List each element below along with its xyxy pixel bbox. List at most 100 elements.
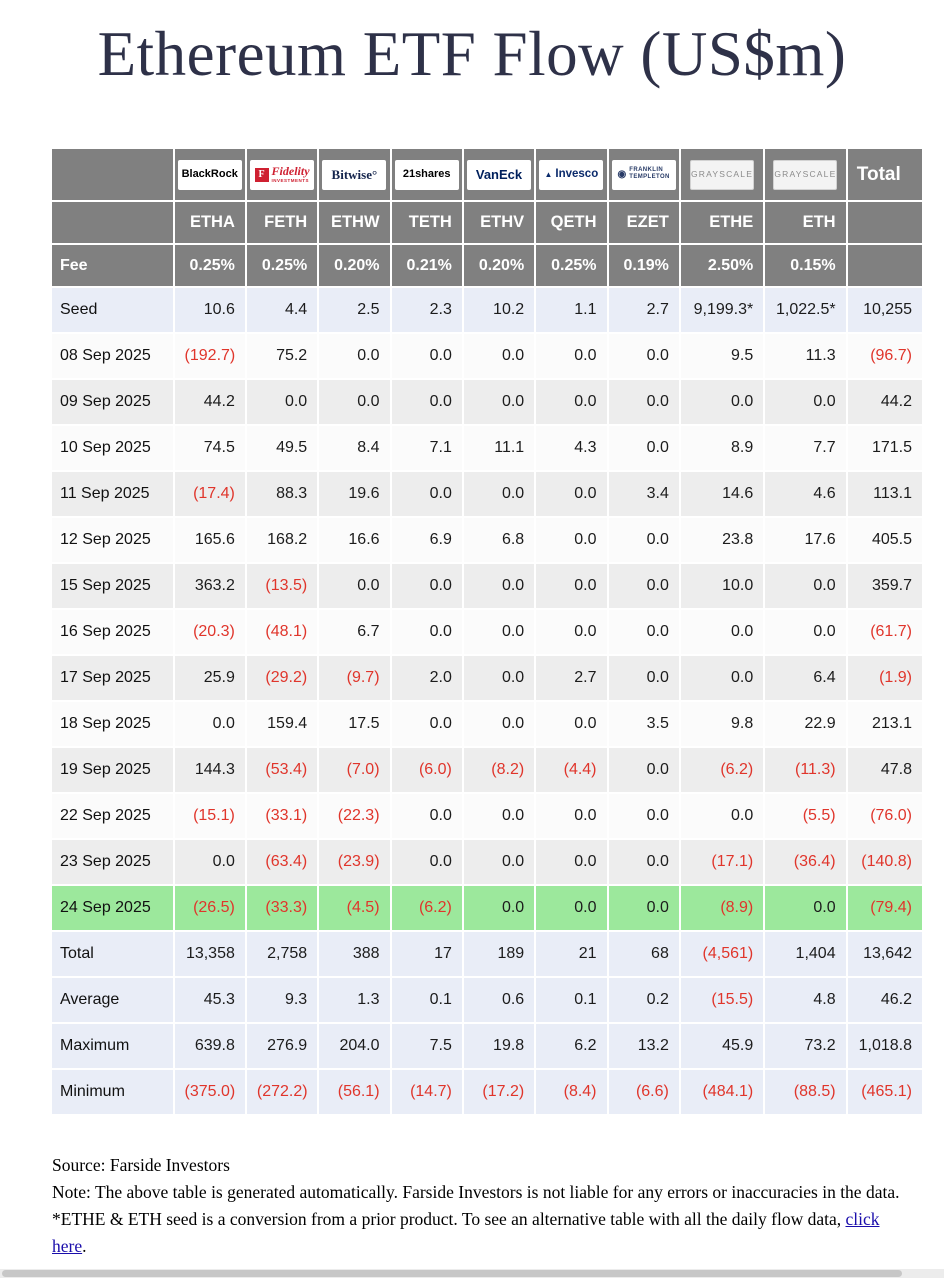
note-line: Note: The above table is generated autom… bbox=[52, 1179, 912, 1260]
table-row-total: Total 13,358 2,758 388 17 189 21 68 (4,561) 1,404… bbox=[52, 932, 924, 978]
note-period: . bbox=[82, 1236, 87, 1257]
issuer-logo-cell: ▲ Invesco bbox=[536, 149, 609, 202]
value-cell: 2.3 bbox=[391, 288, 464, 334]
issuer-logo-cell: BlackRock bbox=[174, 149, 247, 202]
row-label: Total bbox=[52, 932, 175, 978]
logo-wordmark: Fidelity bbox=[271, 164, 310, 179]
value-cell: 0.0 bbox=[680, 380, 766, 426]
value-cell: 0.0 bbox=[319, 564, 392, 610]
issuer-logo-cell: Bitwise° bbox=[319, 149, 392, 202]
value-cell: 0.0 bbox=[391, 380, 464, 426]
value-cell: 17 bbox=[391, 932, 464, 978]
value-cell: (22.3) bbox=[319, 794, 392, 840]
value-cell: 0.0 bbox=[174, 702, 247, 748]
horizontal-scrollbar-thumb[interactable] bbox=[2, 1270, 902, 1277]
value-cell: 17.5 bbox=[319, 702, 392, 748]
click-here-link[interactable]: click here bbox=[52, 1209, 880, 1257]
logo-text: BlackRock bbox=[182, 168, 238, 181]
value-cell: 0.0 bbox=[391, 794, 464, 840]
value-cell: 0.0 bbox=[536, 564, 609, 610]
value-cell: 0.0 bbox=[536, 518, 609, 564]
table-row-09-sep-2025: 09 Sep 2025 44.2 0.0 0.0 0.0 0.0 0.0 0.0 0.0 0.0 4… bbox=[52, 380, 924, 426]
value-cell: 0.0 bbox=[608, 794, 681, 840]
row-label: 19 Sep 2025 bbox=[52, 748, 175, 794]
ticker-FETH: FETH bbox=[246, 202, 320, 245]
logo-wordmark: FRANKLIN bbox=[629, 167, 664, 174]
row-label: 12 Sep 2025 bbox=[52, 518, 175, 564]
value-cell: 16.6 bbox=[319, 518, 392, 564]
row-label: Seed bbox=[52, 288, 175, 334]
value-cell: 88.3 bbox=[246, 472, 320, 518]
logo-wordmark: GRAYSCALE bbox=[690, 169, 754, 180]
value-cell: (8.4) bbox=[536, 1070, 609, 1116]
value-cell: 0.0 bbox=[608, 840, 681, 886]
value-cell: 1,404 bbox=[765, 932, 848, 978]
ticker-ETHA: ETHA bbox=[174, 202, 247, 245]
value-cell: 13,358 bbox=[174, 932, 247, 978]
21shares-logo-icon: 21shares bbox=[394, 159, 459, 190]
value-cell: 1.1 bbox=[536, 288, 609, 334]
value-cell: 9.8 bbox=[680, 702, 766, 748]
value-cell: 0.0 bbox=[391, 610, 464, 656]
ticker-total-blank bbox=[847, 202, 924, 245]
value-cell: 0.0 bbox=[536, 380, 609, 426]
value-cell: 10.2 bbox=[463, 288, 537, 334]
value-cell: 4.6 bbox=[765, 472, 848, 518]
fee-ETHV: 0.20% bbox=[463, 245, 537, 288]
total-column-header: Total bbox=[847, 149, 924, 202]
value-cell: (375.0) bbox=[174, 1070, 247, 1116]
value-cell: (36.4) bbox=[765, 840, 848, 886]
footer: Source: Farside Investors Note: The abov… bbox=[52, 1152, 912, 1261]
value-cell: 639.8 bbox=[174, 1024, 247, 1070]
value-cell: 4.8 bbox=[765, 978, 848, 1024]
value-cell: 159.4 bbox=[246, 702, 320, 748]
value-cell: 0.0 bbox=[174, 840, 247, 886]
value-cell: 1,018.8 bbox=[847, 1024, 924, 1070]
issuer-logo-cell: ◉ FRANKLIN TEMPLETON bbox=[608, 149, 681, 202]
value-cell: 0.0 bbox=[608, 380, 681, 426]
value-cell: 0.6 bbox=[463, 978, 537, 1024]
value-cell: (7.0) bbox=[319, 748, 392, 794]
vaneck-logo-icon: VanEck bbox=[467, 159, 532, 190]
fee-ETH: 0.15% bbox=[765, 245, 848, 288]
table-row-19-sep-2025: 19 Sep 2025 144.3 (53.4) (7.0) (6.0) (8.2) (4.… bbox=[52, 748, 924, 794]
value-cell: 9.3 bbox=[246, 978, 320, 1024]
logo-text: VanEck bbox=[476, 168, 522, 182]
value-cell: (13.5) bbox=[246, 564, 320, 610]
value-cell: 276.9 bbox=[246, 1024, 320, 1070]
value-cell: (14.7) bbox=[391, 1070, 464, 1116]
value-cell: 363.2 bbox=[174, 564, 247, 610]
value-cell: (140.8) bbox=[847, 840, 924, 886]
horizontal-scrollbar-track[interactable] bbox=[0, 1269, 944, 1278]
value-cell: 0.0 bbox=[319, 380, 392, 426]
value-cell: 189 bbox=[463, 932, 537, 978]
issuer-logo-cell: VanEck bbox=[463, 149, 537, 202]
value-cell: 0.0 bbox=[391, 702, 464, 748]
value-cell: 0.0 bbox=[608, 334, 681, 380]
value-cell: 0.0 bbox=[246, 380, 320, 426]
row-label: 24 Sep 2025 bbox=[52, 886, 175, 932]
value-cell: (465.1) bbox=[847, 1070, 924, 1116]
row-label: 18 Sep 2025 bbox=[52, 702, 175, 748]
table-row-minimum: Minimum (375.0) (272.2) (56.1) (14.7) (17.2)(… bbox=[52, 1070, 924, 1116]
value-cell: 49.5 bbox=[246, 426, 320, 472]
ticker-QETH: QETH bbox=[536, 202, 609, 245]
value-cell: 0.0 bbox=[536, 334, 609, 380]
fee-ETHE: 2.50% bbox=[680, 245, 766, 288]
row-label: 10 Sep 2025 bbox=[52, 426, 175, 472]
value-cell: (48.1) bbox=[246, 610, 320, 656]
value-cell: 10,255 bbox=[847, 288, 924, 334]
value-cell: 25.9 bbox=[174, 656, 247, 702]
logo-wordmark: VanEck bbox=[475, 166, 523, 182]
value-cell: 10.6 bbox=[174, 288, 247, 334]
ticker-row-label-cell bbox=[52, 202, 175, 245]
value-cell: 10.0 bbox=[680, 564, 766, 610]
value-cell: 7.5 bbox=[391, 1024, 464, 1070]
value-cell: 0.1 bbox=[391, 978, 464, 1024]
table-row-average: Average 45.3 9.3 1.3 0.1 0.6 0.1 0.2 (15.5) 4.8 46… bbox=[52, 978, 924, 1024]
value-cell: 0.0 bbox=[765, 380, 848, 426]
value-cell: (272.2) bbox=[246, 1070, 320, 1116]
value-cell: 0.0 bbox=[391, 564, 464, 610]
value-cell: 6.2 bbox=[536, 1024, 609, 1070]
ticker-ETHV: ETHV bbox=[463, 202, 537, 245]
